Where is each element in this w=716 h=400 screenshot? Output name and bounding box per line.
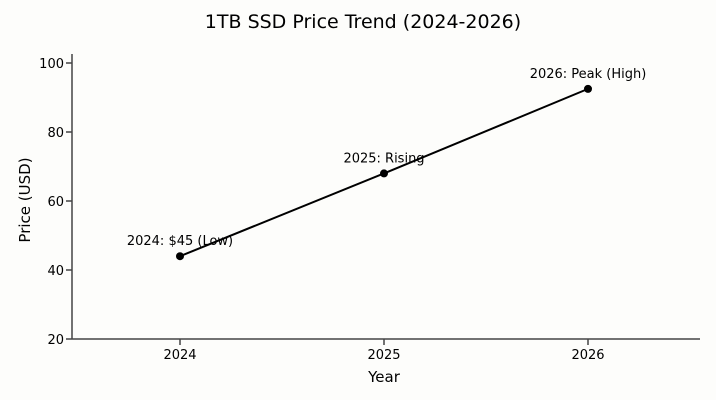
y-tick-label: 40 <box>47 264 64 279</box>
y-tick-label: 20 <box>47 333 64 348</box>
x-ticks: 2024 2025 2026 <box>163 339 605 363</box>
x-tick-label: 2026 <box>571 348 604 363</box>
data-points <box>176 84 592 261</box>
x-tick-label: 2024 <box>163 348 196 363</box>
annotation-label: 2024: $45 (Low) <box>127 234 233 249</box>
data-point <box>584 84 592 93</box>
data-point <box>176 252 184 261</box>
x-tick-label: 2025 <box>367 348 400 363</box>
y-tick-label: 100 <box>39 57 64 72</box>
y-tick-label: 80 <box>47 126 64 141</box>
annotations: 2024: $45 (Low) 2025: Rising 2026: Peak (H… <box>127 67 646 249</box>
y-tick-label: 60 <box>47 195 64 210</box>
x-axis-label: Year <box>367 368 401 386</box>
annotation-label: 2026: Peak (High) <box>530 67 647 82</box>
annotation-label: 2025: Rising <box>343 151 424 166</box>
chart-title: 1TB SSD Price Trend (2024-2026) <box>205 11 521 33</box>
y-axis-label: Price (USD) <box>16 157 34 242</box>
data-point <box>380 169 388 178</box>
y-ticks: 20 40 60 80 100 <box>39 57 72 348</box>
